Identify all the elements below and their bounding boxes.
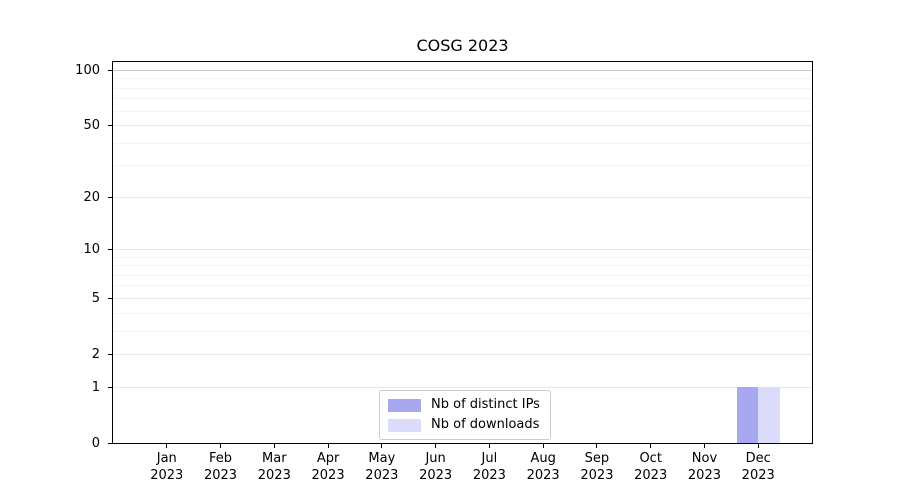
legend-label-downloads: Nb of downloads bbox=[431, 417, 540, 432]
minor-gridline bbox=[113, 165, 812, 167]
x-axis-tick bbox=[703, 444, 705, 448]
minor-gridline bbox=[113, 256, 812, 258]
y-axis-tick bbox=[108, 353, 112, 355]
x-axis-tick-label: Nov 2023 bbox=[687, 451, 721, 483]
minor-gridline bbox=[113, 285, 812, 287]
y-axis-tick bbox=[108, 69, 112, 71]
x-axis-tick bbox=[757, 444, 759, 448]
y-axis-tick bbox=[108, 248, 112, 250]
x-axis-tick-label: Mar 2023 bbox=[257, 451, 291, 483]
minor-gridline bbox=[113, 98, 812, 100]
bar-nb-of-downloads-dec-2023 bbox=[758, 387, 780, 443]
x-axis-tick-label: May 2023 bbox=[365, 451, 399, 483]
minor-gridline bbox=[113, 312, 812, 314]
minor-gridline bbox=[113, 330, 812, 332]
major-gridline bbox=[113, 353, 812, 355]
minor-gridline bbox=[113, 265, 812, 267]
legend-entry-distinct-ips: Nb of distinct IPs bbox=[388, 398, 540, 412]
x-axis-tick bbox=[381, 444, 383, 448]
x-axis-tick bbox=[650, 444, 652, 448]
x-axis-tick bbox=[273, 444, 275, 448]
x-axis-tick bbox=[327, 444, 329, 448]
y-axis-tick-label: 5 bbox=[91, 290, 100, 306]
y-axis-tick bbox=[108, 125, 112, 127]
bar-nb-of-distinct-ips-dec-2023 bbox=[736, 387, 759, 443]
x-axis-tick-label: Oct 2023 bbox=[634, 451, 668, 483]
major-gridline bbox=[113, 125, 812, 127]
x-axis-tick bbox=[488, 444, 490, 448]
legend-label-distinct-ips: Nb of distinct IPs bbox=[431, 397, 540, 412]
minor-gridline bbox=[113, 110, 812, 112]
y-axis-tick-label: 100 bbox=[75, 62, 100, 78]
x-axis-tick-label: Feb 2023 bbox=[203, 451, 238, 483]
legend-swatch-downloads bbox=[388, 418, 421, 432]
minor-gridline bbox=[113, 142, 812, 144]
y-axis-tick-label: 0 bbox=[91, 435, 100, 451]
legend: Nb of distinct IPs Nb of downloads bbox=[379, 390, 551, 440]
x-axis-tick bbox=[435, 444, 437, 448]
x-axis-tick-label: Dec 2023 bbox=[741, 451, 775, 483]
y-axis-tick-label: 10 bbox=[83, 241, 100, 257]
x-axis-tick bbox=[166, 444, 168, 448]
y-axis-tick-label: 20 bbox=[83, 189, 100, 205]
x-axis-tick-label: Sep 2023 bbox=[580, 451, 614, 483]
major-gridline bbox=[113, 297, 812, 299]
chart-title: COSG 2023 bbox=[416, 36, 509, 55]
major-gridline bbox=[113, 196, 812, 198]
x-axis-tick bbox=[542, 444, 544, 448]
x-axis-tick-label: Apr 2023 bbox=[311, 451, 345, 483]
y-axis-tick bbox=[108, 196, 112, 198]
y-axis-tick-label: 50 bbox=[83, 118, 100, 134]
major-gridline bbox=[113, 69, 812, 71]
x-axis-tick-label: Aug 2023 bbox=[526, 451, 560, 483]
x-axis-tick-label: Jan 2023 bbox=[150, 451, 184, 483]
y-axis-tick-label: 1 bbox=[91, 379, 100, 395]
legend-swatch-distinct-ips bbox=[388, 398, 421, 412]
y-axis-tick bbox=[108, 442, 112, 444]
x-axis-tick-label: Jun 2023 bbox=[419, 451, 453, 483]
y-axis-tick bbox=[108, 297, 112, 299]
minor-gridline bbox=[113, 78, 812, 80]
x-axis-tick bbox=[596, 444, 598, 448]
minor-gridline bbox=[113, 87, 812, 89]
legend-entry-downloads: Nb of downloads bbox=[388, 418, 540, 432]
y-axis-tick-label: 2 bbox=[91, 346, 100, 362]
x-axis-tick-label: Jul 2023 bbox=[472, 451, 506, 483]
major-gridline bbox=[113, 248, 812, 250]
minor-gridline bbox=[113, 274, 812, 276]
y-axis-tick bbox=[108, 386, 112, 388]
x-axis-tick bbox=[220, 444, 222, 448]
major-gridline bbox=[113, 386, 812, 388]
